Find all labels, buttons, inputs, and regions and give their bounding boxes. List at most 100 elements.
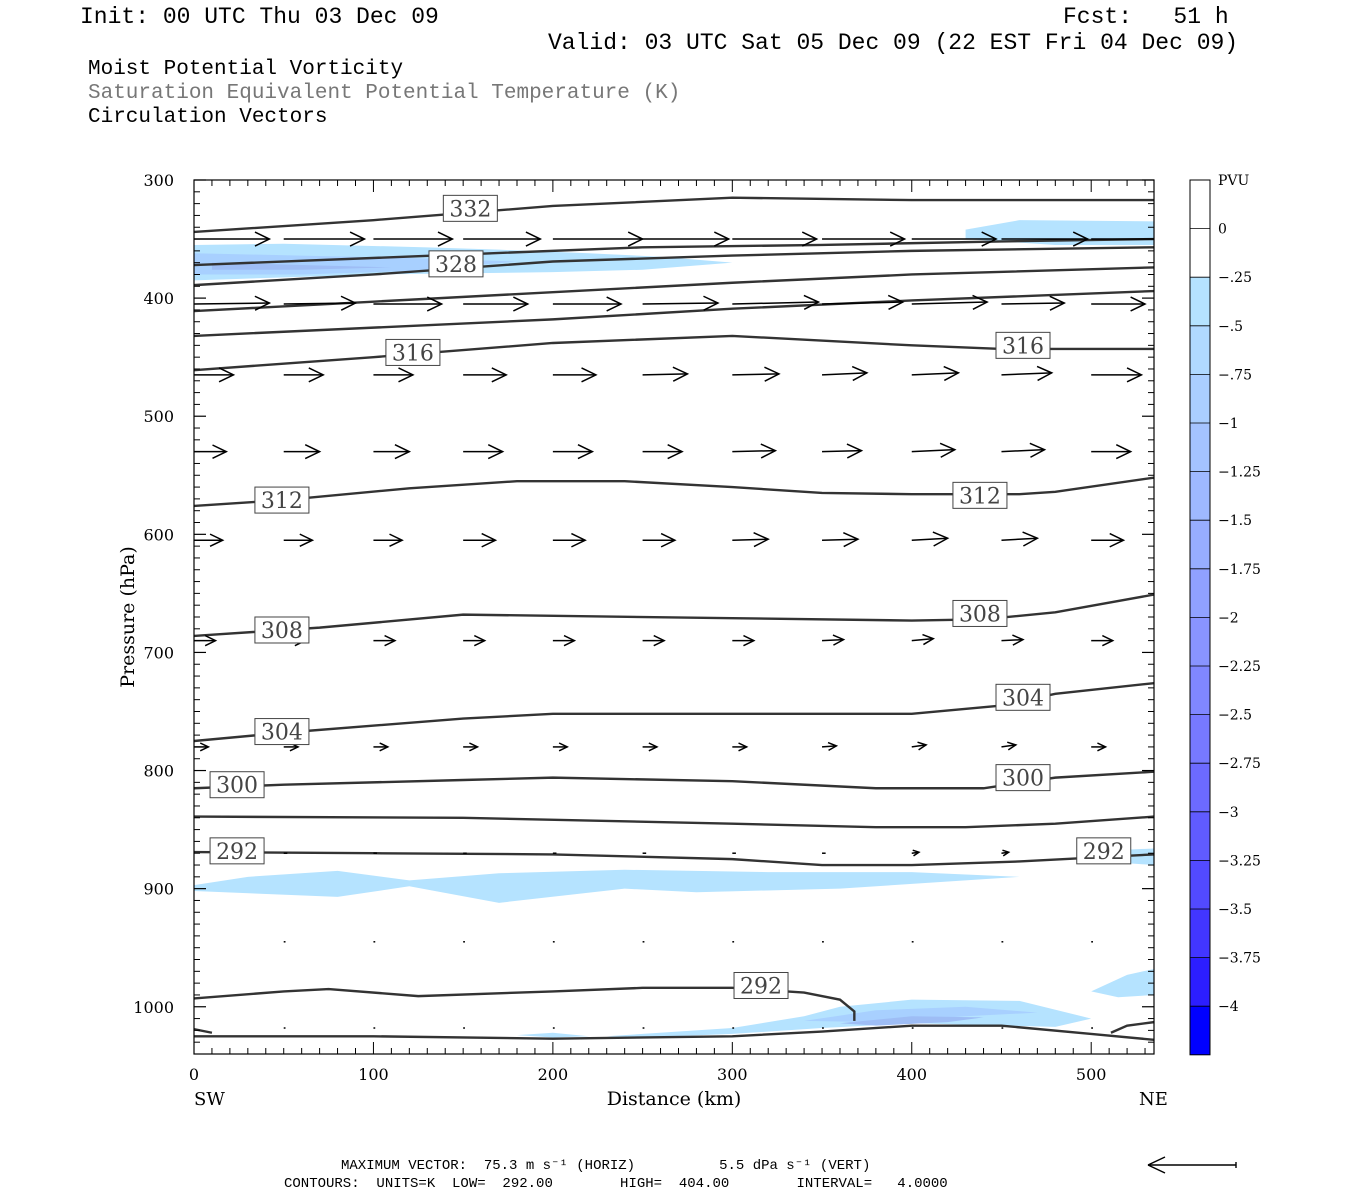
y-tick-label: 700 — [143, 643, 174, 662]
x-axis-label: Distance (km) — [607, 1088, 742, 1110]
circulation-vector — [373, 634, 397, 647]
contour-label-box-0 — [442, 194, 498, 222]
contour-label-box-13 — [209, 771, 265, 799]
colorbar-level-label: −3.75 — [1218, 951, 1261, 967]
contour-label-box-12 — [995, 683, 1051, 711]
circulation-vector — [1091, 444, 1133, 460]
circulation-vector — [552, 742, 569, 752]
contour-info: CONTOURS: UNITS=K LOW= 292.00 HIGH= 404.… — [284, 1176, 948, 1192]
theta-contour-1 — [194, 237, 1154, 267]
contour-label-16: 292 — [216, 840, 258, 865]
theta-contour-21 — [1110, 1020, 1154, 1034]
theta-contour-2 — [194, 246, 1154, 287]
circulation-vector — [194, 231, 272, 247]
circulation-vector — [463, 532, 498, 548]
circulation-vector — [283, 231, 367, 247]
circulation-vector — [732, 294, 821, 310]
contour-label-box-2 — [428, 250, 484, 278]
max-vector-info: MAXIMUM VECTOR: 75.3 m s⁻¹ (HORIZ) 5.5 d… — [341, 1158, 871, 1174]
circulation-vector — [911, 849, 921, 857]
contour-label-10: 308 — [959, 602, 1001, 627]
x-tick-label: 300 — [717, 1065, 748, 1084]
contour-label-2: 328 — [435, 253, 477, 278]
circulation-vector — [1091, 634, 1115, 647]
circulation-vector — [911, 365, 961, 382]
circulation-vector — [822, 531, 860, 548]
colorbar-swatch — [1190, 277, 1210, 326]
colorbar-level-label: −2.25 — [1218, 659, 1261, 675]
circulation-vector — [642, 366, 690, 382]
colorbar-swatch — [1190, 763, 1210, 812]
title-line-2: Saturation Equivalent Potential Temperat… — [88, 82, 681, 105]
circulation-vector — [283, 295, 358, 311]
circulation-vector — [1001, 531, 1040, 547]
circulation-vector — [463, 296, 530, 312]
circulation-vector — [911, 442, 957, 458]
colorbar-swatch — [1190, 568, 1210, 618]
y-tick-label: 300 — [143, 171, 174, 190]
circulation-vector — [552, 231, 645, 247]
circulation-vector — [463, 231, 543, 247]
circulation-vector — [1091, 238, 1154, 240]
circulation-vector — [373, 533, 404, 548]
colorbar-level-label: −3 — [1218, 805, 1239, 821]
colorbar-swatch — [1190, 1006, 1210, 1055]
circulation-vector — [732, 742, 749, 752]
colorbar-level-label: −1.25 — [1218, 465, 1261, 481]
pv-region-6 — [1091, 968, 1154, 998]
contour-label-box-11 — [254, 718, 310, 746]
contour-label-12: 304 — [1002, 686, 1044, 711]
y-tick-label: 900 — [143, 880, 174, 899]
colorbar-swatch — [1190, 520, 1210, 569]
circulation-vector — [373, 444, 412, 460]
circulation-vector — [822, 365, 869, 382]
colorbar-swatch — [1190, 957, 1210, 1007]
x-tick-label: 200 — [538, 1065, 569, 1084]
colorbar-swatch — [1190, 617, 1210, 666]
x-tick-label: 100 — [358, 1065, 389, 1084]
colorbar-swatch — [1190, 423, 1210, 472]
contour-label-5: 316 — [392, 341, 434, 366]
y-tick-label: 800 — [143, 762, 174, 781]
colorbar-unit: PVU — [1218, 173, 1250, 189]
contour-label-box-10 — [952, 599, 1008, 627]
pv-region-10 — [516, 1032, 589, 1038]
circulation-vector — [552, 367, 598, 383]
colorbar-level-label: −3.5 — [1218, 902, 1252, 918]
colorbar-swatch — [1190, 228, 1210, 278]
circulation-vector — [283, 367, 325, 383]
contour-label-18: 292 — [740, 974, 782, 999]
contour-label-0: 332 — [449, 197, 491, 222]
contour-label-box-17 — [1076, 837, 1132, 865]
circulation-vector — [463, 367, 508, 383]
contour-label-box-6 — [995, 331, 1051, 359]
circulation-vector — [642, 532, 677, 548]
contour-label-17: 292 — [1083, 840, 1125, 865]
circulation-vector — [373, 296, 444, 312]
colorbar-level-label: −2 — [1218, 610, 1239, 626]
colorbar-level-label: −.75 — [1218, 367, 1252, 383]
circulation-vector — [1001, 365, 1054, 382]
circulation-vector — [463, 444, 505, 460]
theta-contour-20 — [194, 1028, 213, 1034]
circulation-vector — [1001, 295, 1067, 311]
y-tick-label: 500 — [143, 407, 174, 426]
circulation-vector — [821, 741, 839, 752]
colorbar-level-label: 0 — [1218, 222, 1227, 238]
x-tick-label: 0 — [189, 1065, 199, 1084]
colorbar-level-label: −1.5 — [1218, 513, 1252, 529]
colorbar-swatch — [1190, 909, 1210, 958]
theta-contour-16 — [194, 850, 1154, 867]
colorbar-swatch — [1190, 471, 1210, 521]
circulation-vector — [1091, 742, 1108, 752]
circulation-vector — [642, 444, 684, 460]
colorbar-level-label: −.25 — [1218, 270, 1252, 286]
circulation-vector — [1091, 296, 1147, 312]
colorbar-swatch — [1190, 180, 1210, 229]
circulation-vector — [822, 634, 846, 646]
contour-label-9: 308 — [261, 619, 303, 644]
x-tick-label: 400 — [896, 1065, 927, 1084]
contour-label-6: 316 — [1002, 334, 1044, 359]
pv-region-4 — [194, 869, 1020, 903]
contour-label-11: 304 — [261, 721, 303, 746]
